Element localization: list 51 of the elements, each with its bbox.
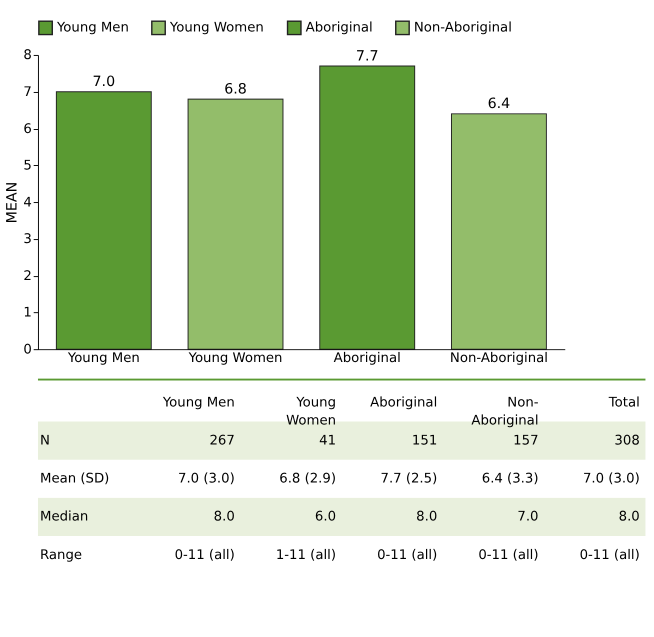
y-tick-label: 3: [23, 232, 32, 248]
legend-label: Young Men: [56, 20, 129, 36]
y-tick-label: 6: [23, 122, 32, 137]
category-label: Total: [608, 395, 640, 410]
y-tick-label: 1: [23, 306, 32, 321]
legend-label: Non-Aboriginal: [414, 20, 512, 36]
text: 6.8 (2.9): [279, 472, 336, 487]
text: 7.7 (2.5): [380, 472, 438, 487]
category-label: N: [40, 433, 50, 448]
category-label: Mean (SD): [40, 472, 110, 487]
y-tick-label: 0: [23, 342, 32, 358]
data-label: 7.7: [356, 48, 379, 64]
text: 8.0: [618, 510, 640, 525]
category-label: Young Men: [162, 395, 235, 410]
category-label: Non- Aboriginal: [471, 395, 539, 428]
text: 267: [209, 433, 235, 448]
category-label: Median: [40, 510, 88, 525]
text: 0-11 (all): [377, 548, 438, 563]
y-tick-label: 7: [23, 85, 32, 100]
text: 0-11 (all): [478, 548, 539, 563]
text: 0-11 (all): [174, 548, 235, 563]
text: 157: [513, 433, 539, 448]
text: 6.4 (3.3): [482, 472, 539, 487]
y-tick-label: 5: [23, 158, 32, 174]
text: 7.0 (3.0): [178, 472, 235, 487]
text: 6.0: [314, 510, 336, 525]
x-tick-label: Young Women: [188, 351, 282, 366]
data-label: 7.0: [92, 74, 116, 90]
text: 7.0: [517, 510, 539, 525]
x-tick-label: Non-Aboriginal: [450, 351, 548, 366]
category-label: Range: [40, 548, 82, 563]
y-tick-label: 4: [23, 195, 32, 210]
text: 308: [614, 433, 640, 448]
legend-label: Young Women: [168, 20, 264, 36]
text: 8.0: [416, 510, 438, 525]
y-tick-label: 8: [23, 48, 32, 64]
data-label: 6.8: [224, 81, 247, 98]
y-axis-title: MEAN: [4, 182, 21, 224]
text: 1-11 (all): [276, 548, 336, 563]
text: 8.0: [214, 510, 235, 525]
category-label: Aboriginal: [370, 395, 438, 410]
text: 0-11 (all): [580, 548, 640, 563]
y-tick-label: 2: [23, 268, 32, 284]
x-tick-label: Young Men: [66, 351, 140, 366]
legend-label: Aboriginal: [306, 20, 373, 36]
text: 151: [412, 433, 438, 448]
text: 41: [319, 433, 336, 448]
category-label: Young Women: [286, 395, 336, 428]
data-label: 6.4: [488, 96, 510, 112]
text: 7.0 (3.0): [582, 472, 640, 487]
x-tick-label: Aboriginal: [334, 351, 401, 366]
